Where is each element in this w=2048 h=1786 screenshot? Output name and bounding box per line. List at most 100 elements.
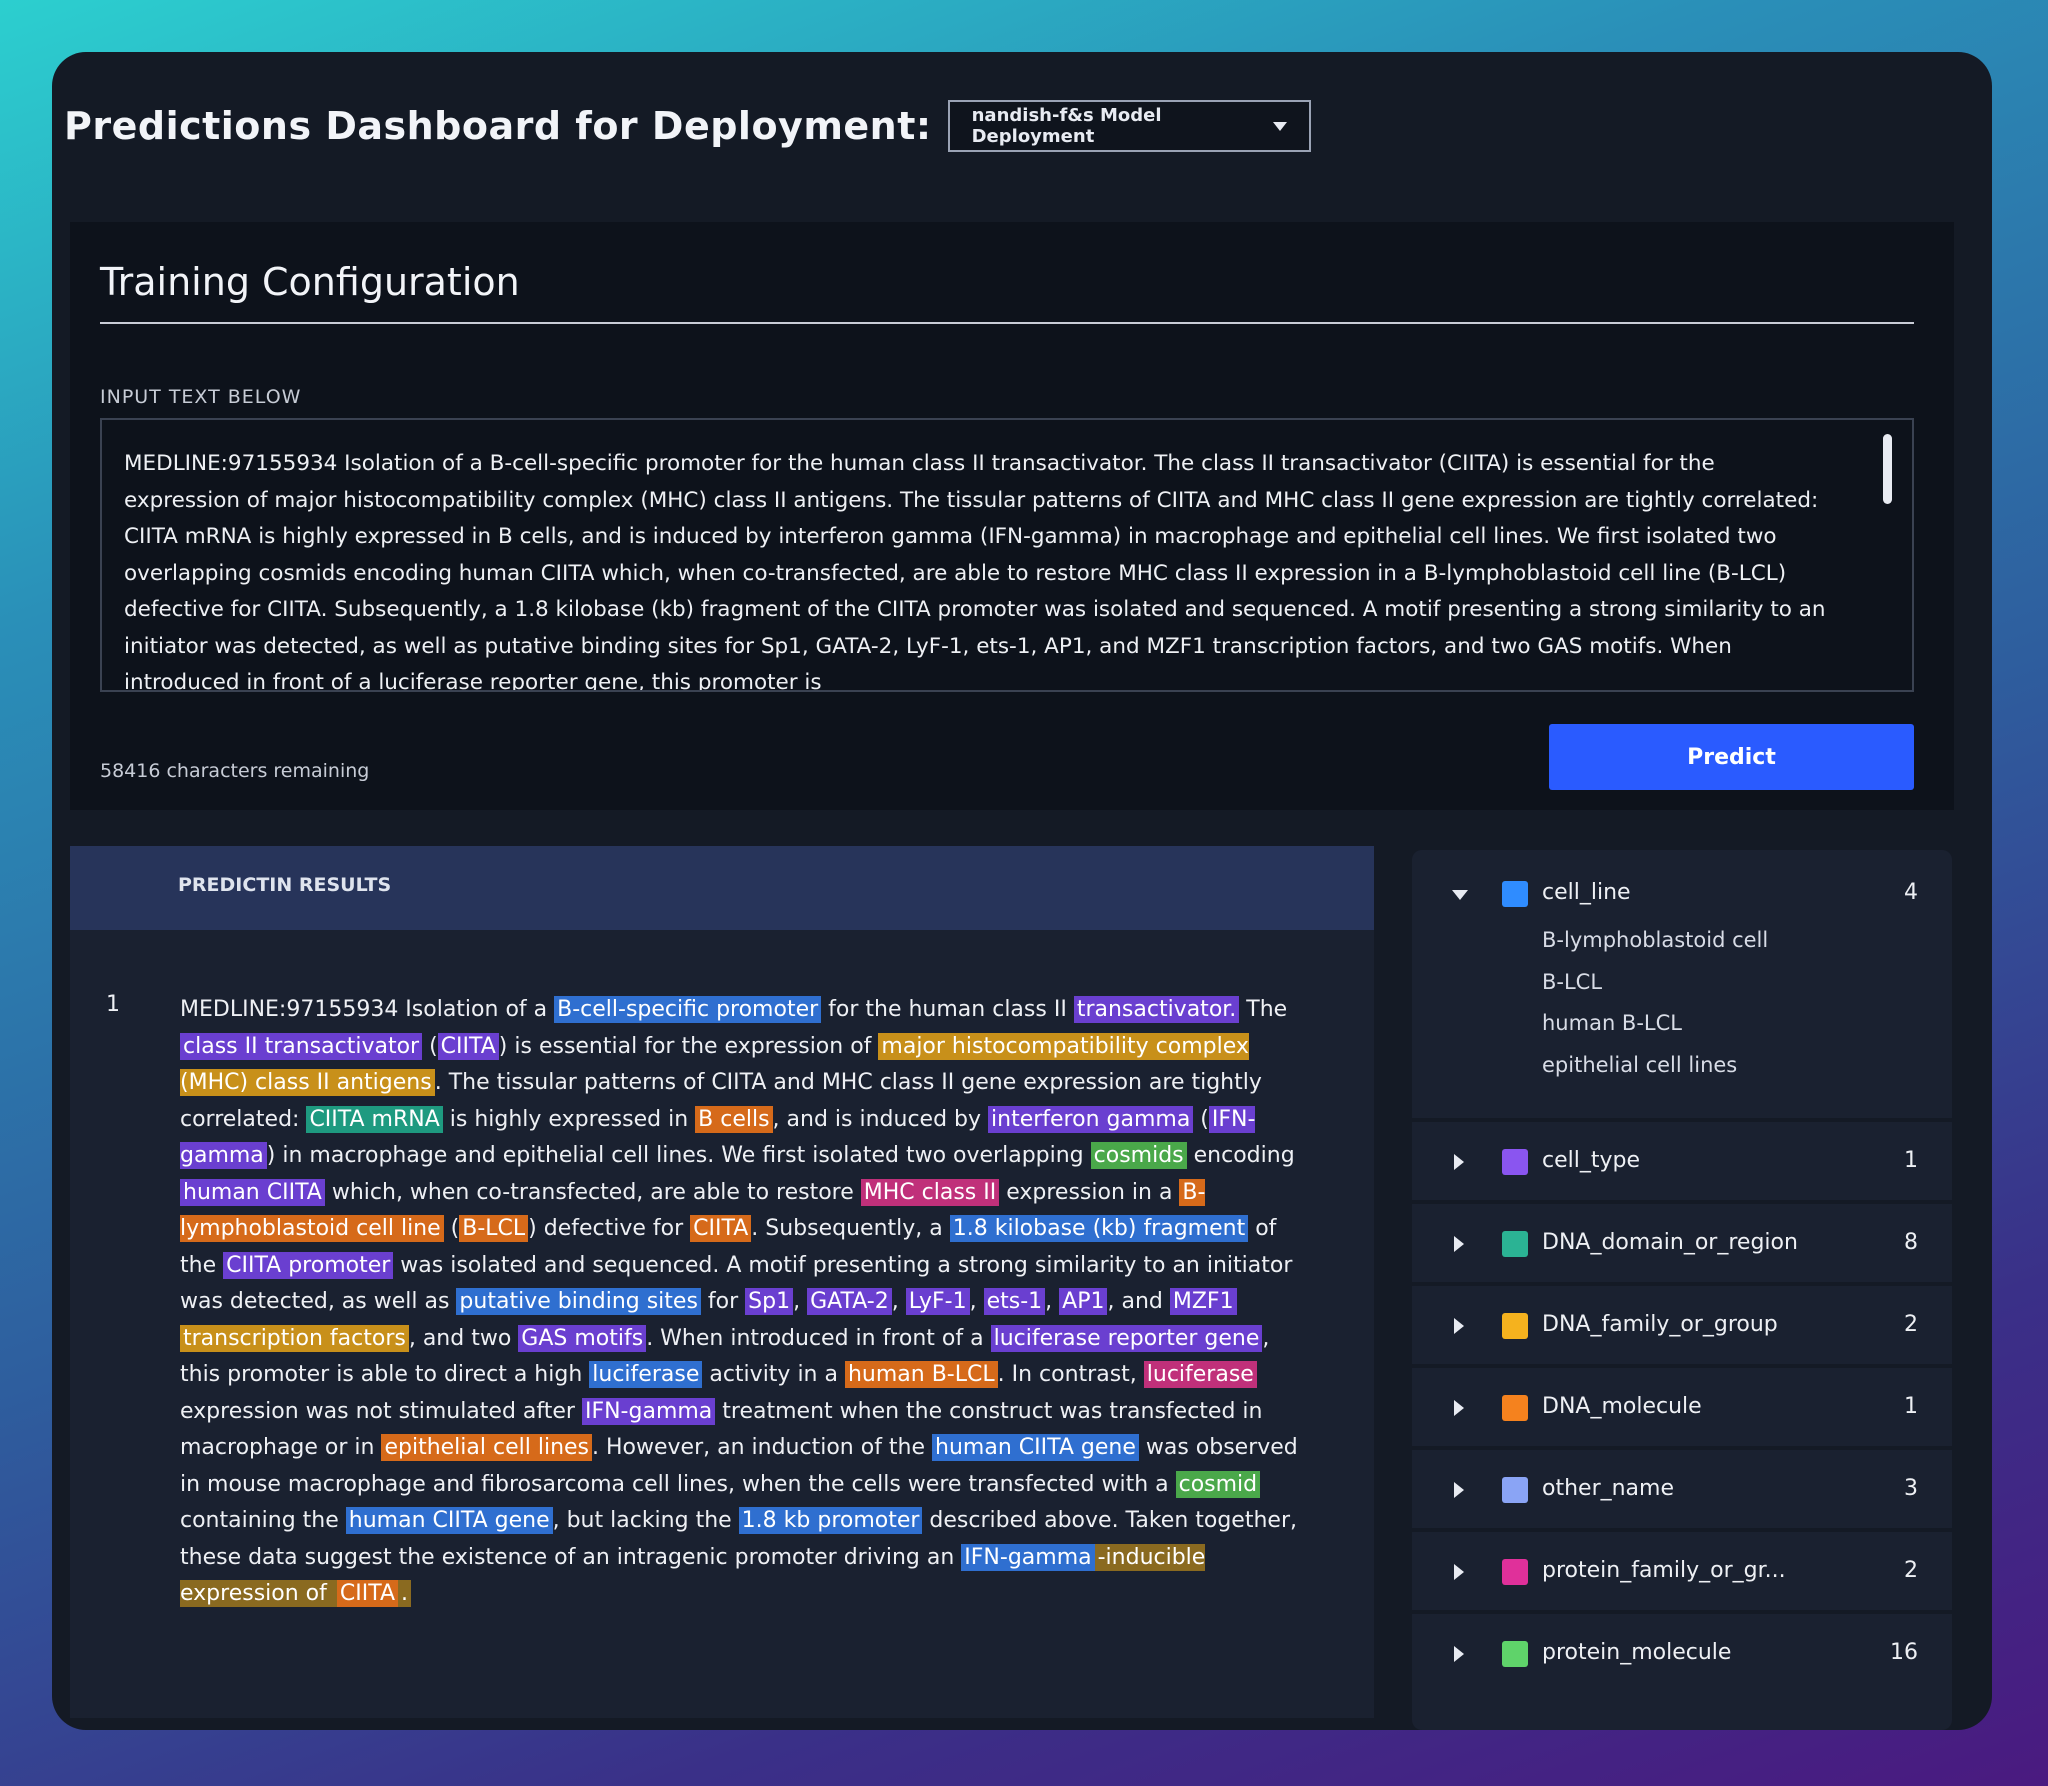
legend-color-swatch <box>1502 1395 1528 1421</box>
legend-label: DNA_molecule <box>1542 1394 1702 1419</box>
legend-label: cell_line <box>1542 880 1631 905</box>
deployment-select-value: nandish-f&s Model Deployment <box>971 105 1162 147</box>
result-text-segment: expression was not stimulated after <box>180 1398 582 1424</box>
prediction-results-panel: PREDICTIN RESULTS 1 MEDLINE:97155934 Iso… <box>70 846 1374 1718</box>
annotated-result-text: MEDLINE:97155934 Isolation of a B-cell-s… <box>180 992 1300 1613</box>
entity-highlight[interactable]: CIITA mRNA <box>306 1105 443 1133</box>
page-title: Predictions Dashboard for Deployment: <box>64 104 932 148</box>
input-text-value: MEDLINE:97155934 Isolation of a B-cell-s… <box>124 451 1826 692</box>
entity-highlight[interactable]: interferon gamma <box>988 1105 1194 1133</box>
entity-highlight[interactable]: 1.8 kb promoter <box>738 1507 923 1534</box>
entity-highlight[interactable]: . <box>398 1580 411 1607</box>
legend-subitem[interactable]: B-lymphoblastoid cell <box>1542 928 1769 952</box>
result-text-segment: MEDLINE:97155934 Isolation of a <box>180 997 555 1022</box>
legend-subitem[interactable]: B-LCL <box>1542 969 1603 994</box>
entity-highlight[interactable]: CIITA <box>690 1215 752 1242</box>
legend-count: 2 <box>1904 1312 1918 1337</box>
entity-highlight[interactable]: LyF-1 <box>905 1288 970 1315</box>
result-text-segment: for <box>700 1289 746 1314</box>
legend-item-protein-molecule[interactable]: protein_molecule 16 <box>1412 1610 1952 1692</box>
config-divider <box>100 322 1914 324</box>
app-window: Predictions Dashboard for Deployment: na… <box>52 52 1992 1730</box>
entity-highlight[interactable]: luciferase <box>589 1361 703 1388</box>
entity-highlight[interactable]: MZF1 <box>1169 1288 1237 1315</box>
result-text-segment: which, when co-transfected, are able to … <box>324 1179 861 1205</box>
page-header: Predictions Dashboard for Deployment: na… <box>64 92 1311 160</box>
chevron-right-icon[interactable] <box>1454 1400 1464 1416</box>
entity-highlight[interactable]: human CIITA gene <box>932 1434 1139 1461</box>
entity-highlight[interactable]: ets-1 <box>983 1288 1046 1315</box>
entity-highlight[interactable]: transactivator. <box>1073 996 1240 1023</box>
legend-item-other-name[interactable]: other_name 3 <box>1412 1446 1952 1528</box>
legend-item-protein-family-or-gr-[interactable]: protein_family_or_gr... 2 <box>1412 1528 1952 1610</box>
entity-highlight[interactable]: B-cell-specific promoter <box>554 996 822 1023</box>
result-text-segment: , and two <box>408 1325 519 1351</box>
legend-label: DNA_family_or_group <box>1542 1312 1778 1337</box>
entity-highlight[interactable]: human CIITA <box>180 1178 325 1206</box>
entity-highlight[interactable]: CIITA <box>336 1580 398 1607</box>
result-text-segment: ) in macrophage and epithelial cell line… <box>266 1143 1091 1168</box>
input-textarea[interactable]: MEDLINE:97155934 Isolation of a B-cell-s… <box>100 418 1914 692</box>
entity-highlight[interactable]: cosmid <box>1175 1470 1261 1498</box>
entity-highlight[interactable]: MHC class II <box>860 1178 1000 1206</box>
entity-highlight[interactable]: class II transactivator <box>180 1032 423 1060</box>
result-text-segment: , and is induced by <box>772 1106 989 1132</box>
result-text-segment: activity in a <box>702 1362 845 1387</box>
result-text-segment: for the human class II <box>821 997 1074 1022</box>
chevron-right-icon[interactable] <box>1454 1564 1464 1580</box>
entity-highlight[interactable]: cosmids <box>1090 1142 1187 1169</box>
entity-highlight[interactable]: epithelial cell lines <box>381 1434 593 1461</box>
entity-highlight[interactable]: GATA-2 <box>807 1288 892 1315</box>
result-text-segment: was observed in mouse macrophage and fib… <box>180 1435 1298 1497</box>
legend-item-dna-domain-or-region[interactable]: DNA_domain_or_region 8 <box>1412 1200 1952 1282</box>
deployment-select[interactable]: nandish-f&s Model Deployment <box>947 100 1311 152</box>
legend-label: other_name <box>1542 1476 1674 1501</box>
result-text-segment: ( <box>422 1033 438 1059</box>
entity-highlight[interactable]: 1.8 kilobase (kb) fragment <box>949 1215 1249 1242</box>
chevron-right-icon[interactable] <box>1454 1154 1464 1170</box>
legend-color-swatch <box>1502 1231 1528 1257</box>
legend-subitem[interactable]: human B-LCL <box>1542 1011 1682 1035</box>
legend-item-cell-type[interactable]: cell_type 1 <box>1412 1118 1952 1200</box>
entity-highlight[interactable]: CIITA promoter <box>223 1251 394 1279</box>
result-text-segment: , <box>969 1289 984 1314</box>
chevron-right-icon[interactable] <box>1454 1318 1464 1334</box>
chevron-down-icon[interactable] <box>1452 890 1468 900</box>
result-text-segment: described above. Taken together, these d… <box>180 1508 1297 1570</box>
legend-item-cell-line[interactable]: cell_line 4 B-lymphoblastoid cell B-LCL huma… <box>1412 850 1952 1118</box>
entity-highlight[interactable]: luciferase reporter gene <box>990 1324 1263 1352</box>
chevron-right-icon[interactable] <box>1454 1236 1464 1252</box>
chevron-right-icon[interactable] <box>1454 1646 1464 1662</box>
result-text-segment: ) is essential for the expression of <box>498 1033 879 1059</box>
legend-item-dna-molecule[interactable]: DNA_molecule 1 <box>1412 1364 1952 1446</box>
entity-highlight[interactable]: CIITA <box>437 1032 499 1060</box>
entity-highlight[interactable]: B cells <box>695 1105 773 1133</box>
result-text-segment: . Subsequently, a <box>751 1216 950 1241</box>
result-text-segment: of the <box>180 1216 1277 1278</box>
entity-highlight[interactable]: human B-LCL <box>844 1361 998 1388</box>
entity-legend-panel: cell_line 4 B-lymphoblastoid cell B-LCL huma… <box>1412 850 1952 1730</box>
entity-highlight[interactable]: GAS motifs <box>518 1324 647 1352</box>
entity-highlight[interactable]: transcription factors <box>180 1324 409 1352</box>
result-text-segment: The <box>1239 997 1288 1022</box>
entity-highlight[interactable]: AP1 <box>1059 1288 1108 1315</box>
result-text-segment: , but lacking the <box>552 1508 739 1533</box>
entity-highlight[interactable]: B-LCL <box>459 1215 529 1242</box>
config-title: Training Configuration <box>100 260 520 304</box>
legend-count: 1 <box>1904 1148 1918 1173</box>
results-header: PREDICTIN RESULTS <box>70 846 1374 930</box>
entity-highlight[interactable]: IFN-gamma <box>961 1543 1095 1571</box>
entity-highlight[interactable]: Sp1 <box>745 1288 794 1315</box>
result-text-segment: . However, an induction of the <box>592 1435 933 1460</box>
entity-highlight[interactable]: human CIITA gene <box>345 1507 553 1534</box>
chevron-right-icon[interactable] <box>1454 1482 1464 1498</box>
entity-highlight[interactable]: IFN-gamma <box>581 1397 716 1425</box>
legend-subitem[interactable]: epithelial cell lines <box>1542 1052 1738 1077</box>
result-text-segment: . When introduced in front of a <box>646 1325 991 1351</box>
entity-highlight[interactable]: luciferase <box>1143 1361 1257 1388</box>
legend-item-dna-family-or-group[interactable]: DNA_family_or_group 2 <box>1412 1282 1952 1364</box>
entity-highlight[interactable]: putative binding sites <box>456 1288 701 1315</box>
predict-button[interactable]: Predict <box>1549 724 1914 790</box>
textarea-scrollbar[interactable] <box>1883 434 1892 504</box>
result-text-segment: encoding <box>1186 1143 1295 1168</box>
